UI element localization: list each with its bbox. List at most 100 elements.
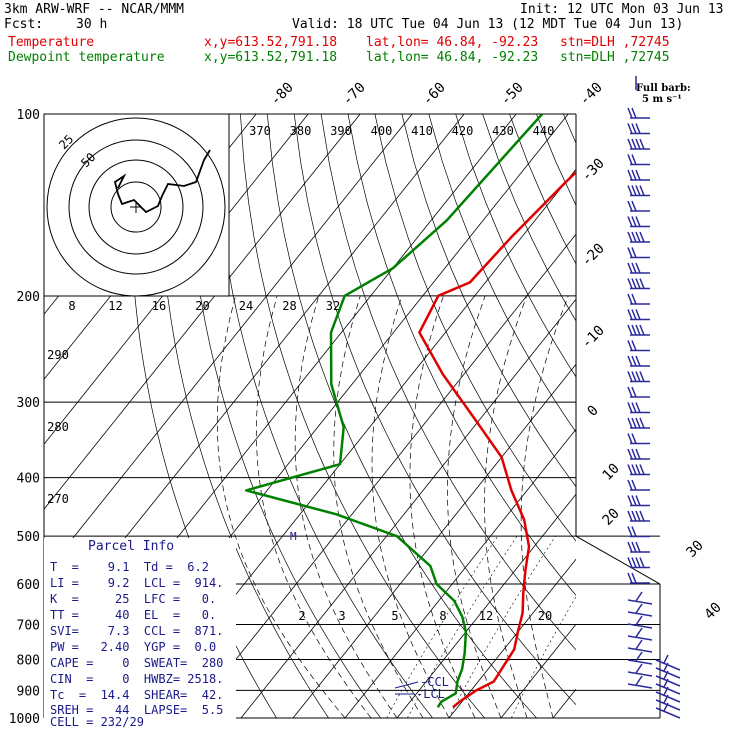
- wind-barb-flag: [631, 138, 637, 150]
- station-dewpoint: stn=DLH ,72745: [560, 50, 670, 65]
- wind-barb-flag: [627, 464, 633, 475]
- pressure-tick-label: 900: [17, 684, 40, 699]
- isotherm-line: [605, 114, 740, 718]
- pressure-tick-label: 200: [17, 290, 40, 305]
- dry-adiabat-line: [536, 114, 576, 206]
- parcel-row: CELL = 232/29: [50, 715, 144, 729]
- dry-adiabat-line: [455, 114, 576, 378]
- parcel-info-panel: Parcel Info T = 9.1 Td = 6.2 LI = 9.2 LC…: [44, 538, 236, 729]
- mixing-ratio-label-upper: 12: [108, 299, 122, 313]
- wind-barb-flag: [635, 216, 641, 227]
- wind-barb-flag: [639, 371, 645, 382]
- hodograph-ring: [110, 181, 162, 233]
- wind-barb-flag: [627, 107, 633, 119]
- wind-barb-flag: [627, 557, 633, 568]
- isotherm-label: 20: [600, 506, 623, 529]
- moist-adiabat-line: [216, 295, 346, 718]
- wind-barb-flag: [631, 510, 637, 522]
- dry-adiabat-line: [186, 114, 381, 718]
- wind-barb-flag: [635, 510, 641, 522]
- wind-barb-flag: [631, 324, 637, 336]
- barb-note-units: 5 m s⁻¹: [642, 94, 682, 105]
- hodograph-ring: [46, 117, 226, 297]
- wind-barb-flag: [631, 216, 637, 227]
- pressure-tick-label: 600: [17, 578, 40, 593]
- pressure-tick-label: 1000: [9, 712, 40, 727]
- wind-barb-flag: [627, 340, 633, 351]
- parcel-row: CIN = 0 HWBZ= 2518.: [50, 672, 224, 686]
- wind-barb-flag: [635, 639, 643, 650]
- wind-barb-flag: [631, 185, 637, 196]
- wind-barb-flag: [639, 510, 645, 522]
- theta-label-left: 280: [47, 420, 69, 434]
- wind-barb-flag: [631, 340, 637, 351]
- forecast-label: Fcst:: [4, 17, 44, 32]
- wind-barb-flag: [627, 293, 633, 305]
- wind-barb-flag: [635, 627, 643, 638]
- wind-barb-flag: [627, 495, 633, 506]
- wind-barb-flag: [639, 278, 645, 289]
- mixing-ratio-label-lower: 8: [439, 609, 446, 623]
- dry-adiabat-line: [240, 114, 485, 718]
- wind-barb-staff: [655, 683, 681, 695]
- wind-barb-flag: [663, 670, 669, 680]
- wind-barb-flag: [627, 200, 633, 212]
- theta-label: 390: [330, 124, 352, 138]
- wind-barb-flag: [663, 654, 669, 664]
- wind-barb-flag: [631, 448, 637, 460]
- pressure-tick-label: 500: [17, 530, 40, 545]
- wind-barb-flag: [635, 663, 643, 674]
- hodograph-ring: [88, 159, 184, 255]
- wind-barb-flag: [631, 123, 637, 134]
- wind-barb-staff: [655, 659, 681, 671]
- mixing-ratio-label-lower: 2: [298, 609, 305, 623]
- isotherm-label: 10: [600, 461, 623, 484]
- wind-barb-flag: [639, 138, 645, 150]
- wind-barb-flag: [635, 262, 641, 274]
- latlon-temperature: lat,lon= 46.84, -92.23: [366, 35, 539, 50]
- wind-barb-flag: [627, 386, 633, 398]
- wind-barb-flag: [627, 526, 633, 537]
- wind-barb-flag: [635, 355, 641, 367]
- wind-barb-flag: [631, 526, 637, 537]
- wind-barb-flag: [631, 154, 637, 165]
- theta-label: 440: [533, 124, 555, 138]
- mixing-ratio-label-lower: 5: [391, 609, 398, 623]
- wind-barb-flag: [635, 324, 641, 336]
- wind-barb-flag: [635, 603, 643, 614]
- mixing-ratio-label-upper: 28: [282, 299, 296, 313]
- mixing-ratio-label-lower: 12: [479, 609, 493, 623]
- model-title: 3km ARW-WRF -- NCAR/MMM: [4, 2, 185, 17]
- pressure-tick-label: 300: [17, 396, 40, 411]
- mixing-ratio-label-upper: 8: [68, 299, 75, 313]
- wind-barb-staff: [655, 707, 681, 719]
- parcel-row: PW = 2.40 YGP = 0.0: [50, 640, 217, 654]
- isotherm-label: -50: [498, 80, 527, 109]
- isotherm-line: [188, 233, 576, 718]
- latlon-dewpoint: lat,lon= 46.84, -92.23: [366, 50, 539, 65]
- wind-barb-flag: [663, 686, 669, 696]
- isotherm-line: [344, 428, 576, 718]
- wind-barb-staff: [627, 623, 653, 629]
- mixing-ratio-label-upper: 16: [152, 299, 166, 313]
- wind-barb-flag: [627, 154, 633, 165]
- mixing-ratio-line: [407, 536, 518, 718]
- wind-barb-flag: [627, 123, 633, 134]
- wind-barb-flag: [631, 247, 637, 258]
- motion-marker: M: [290, 530, 297, 543]
- wind-barb-flag: [639, 324, 645, 336]
- wind-barb-flag: [627, 541, 633, 553]
- wind-barb-flag: [635, 464, 641, 475]
- wind-barb-flag: [627, 355, 633, 367]
- wind-barb-flag: [627, 324, 633, 336]
- wind-barb-flag: [635, 541, 641, 553]
- theta-label: 400: [371, 124, 393, 138]
- dry-adiabat-line: [320, 114, 576, 651]
- wind-barb-flag: [635, 123, 641, 134]
- wind-barb-flag: [639, 464, 645, 475]
- mixing-ratio-label-lower: 20: [538, 609, 552, 623]
- wind-barb-flag: [663, 678, 669, 688]
- mixing-ratio-line: [386, 536, 498, 718]
- theta-label-left: 270: [47, 492, 69, 506]
- isotherm-line: [657, 114, 740, 718]
